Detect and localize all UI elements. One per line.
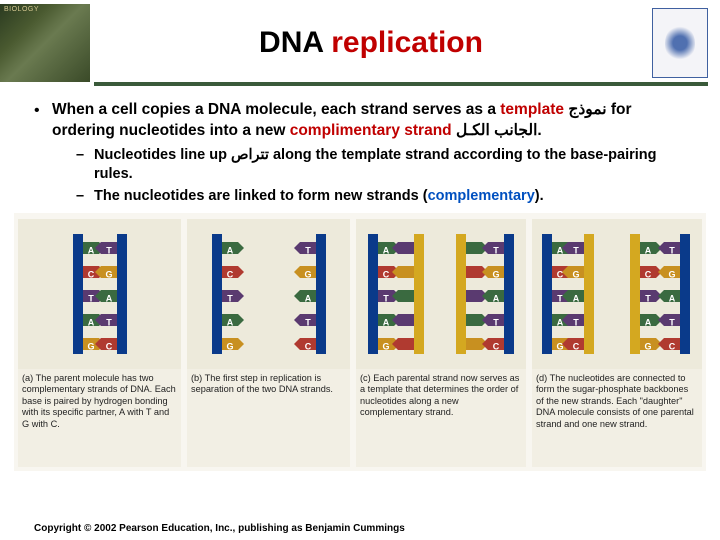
caption-b: (b) The first step in replication is sep… xyxy=(187,369,350,398)
svg-text:T: T xyxy=(106,317,112,327)
svg-text:C: C xyxy=(304,341,311,351)
dash-icon: – xyxy=(76,187,94,207)
header: DNA replication xyxy=(0,0,720,82)
svg-text:A: A xyxy=(226,317,233,327)
svg-text:T: T xyxy=(669,317,675,327)
panel-b-diagram: A C T A G T G A T C xyxy=(187,219,350,369)
s2-post: ). xyxy=(535,188,544,204)
svg-text:C: C xyxy=(669,341,676,351)
svg-text:A: A xyxy=(226,245,233,255)
svg-text:C: C xyxy=(105,341,112,351)
sub1-text: Nucleotides line up تتراص along the temp… xyxy=(94,146,696,185)
svg-text:A: A xyxy=(493,293,500,303)
svg-text:T: T xyxy=(669,245,675,255)
sub2-text: The nucleotides are linked to form new s… xyxy=(94,187,696,207)
copyright-text: Copyright © 2002 Pearson Education, Inc.… xyxy=(34,523,405,534)
svg-text:G: G xyxy=(87,341,94,351)
page-title: DNA replication xyxy=(90,26,652,60)
mb-pre: When a cell copies a DNA molecule, each … xyxy=(52,101,500,118)
svg-text:A: A xyxy=(669,293,676,303)
svg-text:A: A xyxy=(645,317,652,327)
svg-text:G: G xyxy=(304,269,311,279)
title-black: DNA xyxy=(259,26,331,59)
svg-text:C: C xyxy=(87,269,94,279)
svg-text:G: G xyxy=(644,341,651,351)
title-red: replication xyxy=(331,26,483,59)
sub-bullet-list: – Nucleotides line up تتراص along the te… xyxy=(34,146,696,207)
svg-text:T: T xyxy=(305,245,311,255)
svg-text:C: C xyxy=(557,269,564,279)
s2-comp: complementary xyxy=(428,188,535,204)
mb-post: . xyxy=(537,122,541,139)
dash-icon: – xyxy=(76,146,94,185)
mb-comp: complimentary strand xyxy=(290,122,452,139)
svg-text:A: A xyxy=(557,245,564,255)
svg-text:C: C xyxy=(226,269,233,279)
svg-text:G: G xyxy=(105,269,112,279)
dna-figure: ACTAGTGATC (a) The parent molecule has t… xyxy=(14,213,706,471)
svg-text:A: A xyxy=(645,245,652,255)
svg-text:T: T xyxy=(573,317,579,327)
s1-pre: Nucleotides line up xyxy=(94,147,231,163)
s2-pre: The nucleotides are linked to form new s… xyxy=(94,188,428,204)
s1-ar: تتراص xyxy=(231,147,269,163)
mb-template: template xyxy=(500,101,564,118)
svg-text:T: T xyxy=(493,317,499,327)
svg-text:G: G xyxy=(226,341,233,351)
svg-text:C: C xyxy=(493,341,500,351)
main-bullet: • When a cell copies a DNA molecule, eac… xyxy=(34,100,696,142)
svg-text:A: A xyxy=(383,317,390,327)
main-bullet-text: When a cell copies a DNA molecule, each … xyxy=(52,100,696,142)
svg-text:A: A xyxy=(383,245,390,255)
caption-a: (a) The parent molecule has two compleme… xyxy=(18,369,181,433)
sub-bullet-2: – The nucleotides are linked to form new… xyxy=(76,187,696,207)
panel-d: ACTAGTGATCACTAGTGATC (d) The nucleotides… xyxy=(532,219,702,467)
svg-text:A: A xyxy=(573,293,580,303)
svg-text:A: A xyxy=(105,293,112,303)
content-area: • When a cell copies a DNA molecule, eac… xyxy=(0,86,720,207)
svg-text:G: G xyxy=(668,269,675,279)
mb-ar2: الجانب الكـل xyxy=(452,122,538,139)
svg-text:T: T xyxy=(88,293,94,303)
svg-text:C: C xyxy=(573,341,580,351)
svg-text:T: T xyxy=(106,245,112,255)
svg-text:T: T xyxy=(383,293,389,303)
panel-a: A C T A G T G A T C (a) The parent molecule has t… xyxy=(18,219,181,467)
svg-text:G: G xyxy=(382,341,389,351)
sub-bullet-1: – Nucleotides line up تتراص along the te… xyxy=(76,146,696,185)
svg-text:T: T xyxy=(305,317,311,327)
mb-ar1: نموذج xyxy=(564,101,607,118)
svg-text:A: A xyxy=(87,245,94,255)
svg-text:C: C xyxy=(645,269,652,279)
caption-c: (c) Each parental strand now serves as a… xyxy=(356,369,526,421)
panel-b: A C T A G T G A T C (b) The first step in replica… xyxy=(187,219,350,467)
panel-c: A C T A G T G A T C (c) Each parental strand now … xyxy=(356,219,526,467)
svg-text:G: G xyxy=(572,269,579,279)
textbook-cover-image xyxy=(0,4,90,82)
svg-text:A: A xyxy=(304,293,311,303)
svg-text:T: T xyxy=(645,293,651,303)
svg-text:T: T xyxy=(493,245,499,255)
svg-text:T: T xyxy=(557,293,563,303)
svg-text:G: G xyxy=(492,269,499,279)
svg-text:A: A xyxy=(87,317,94,327)
university-logo xyxy=(652,8,708,78)
panel-d-diagram: ACTAGTGATCACTAGTGATC xyxy=(532,219,702,369)
panel-c-diagram: A C T A G T G A T C xyxy=(356,219,526,369)
svg-text:G: G xyxy=(556,341,563,351)
svg-text:A: A xyxy=(557,317,564,327)
svg-text:T: T xyxy=(573,245,579,255)
panel-a-diagram: A C T A G T G A T C xyxy=(18,219,181,369)
caption-d: (d) The nucleotides are connected to for… xyxy=(532,369,702,433)
bullet-dot: • xyxy=(34,100,52,142)
svg-text:T: T xyxy=(227,293,233,303)
svg-text:C: C xyxy=(383,269,390,279)
